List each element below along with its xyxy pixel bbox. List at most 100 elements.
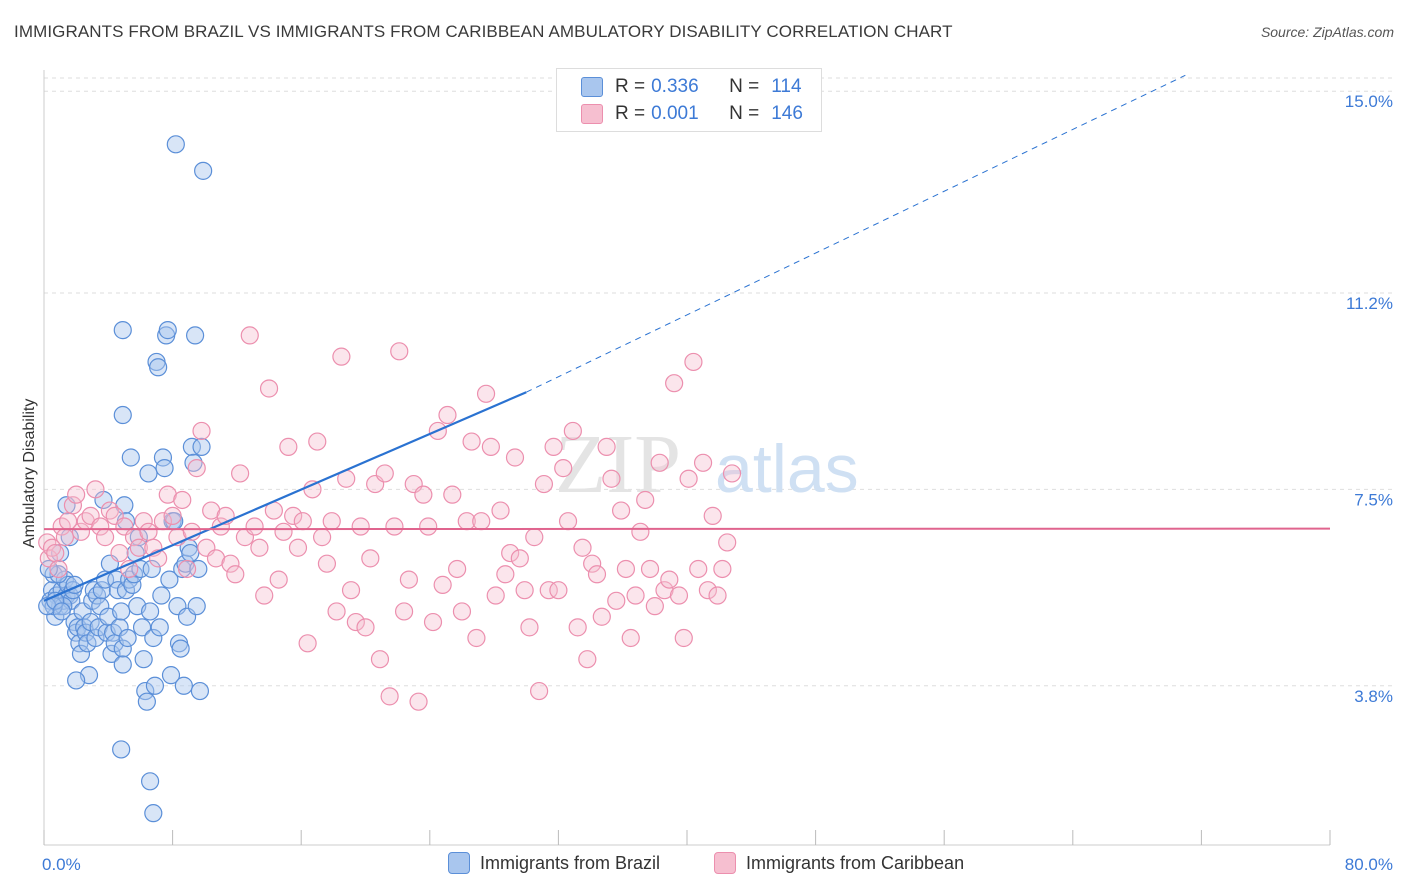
brazil-point <box>92 581 111 600</box>
caribbean-point <box>346 612 365 632</box>
caribbean-point <box>505 448 525 467</box>
caribbean-point <box>95 528 115 547</box>
caribbean-point <box>636 490 655 510</box>
caribbean-point <box>611 501 631 520</box>
caribbean-legend-swatch <box>714 852 736 874</box>
caribbean-point <box>491 501 510 520</box>
brazil-point <box>145 676 165 695</box>
caribbean-point <box>274 522 293 541</box>
brazil-point <box>137 692 156 711</box>
caribbean-point <box>443 485 462 504</box>
caribbean-point <box>592 607 611 626</box>
caribbean-point <box>100 501 120 520</box>
caribbean-point <box>674 628 693 648</box>
caribbean-point <box>530 681 549 701</box>
caribbean-point <box>539 581 558 600</box>
caribbean-point <box>63 496 83 515</box>
brazil-trend-line <box>43 391 527 602</box>
watermark-zip: ZIP <box>555 418 681 511</box>
caribbean-point <box>554 459 573 478</box>
axis-layer <box>43 70 1331 846</box>
brazil-point <box>182 437 201 456</box>
legend-box: R = 0.336 N = 114 R = 0.001 N = 146 <box>556 68 822 132</box>
brazil-point <box>181 543 200 563</box>
legend-caribbean-r: 0.001 <box>651 103 699 124</box>
y-axis-label: Ambulatory Disability <box>21 399 38 548</box>
y-tick-label: 3.8% <box>1354 687 1393 706</box>
brazil-point <box>187 597 206 616</box>
caribbean-point <box>250 538 269 557</box>
brazil-point <box>184 453 203 472</box>
caribbean-point <box>419 517 438 536</box>
caribbean-point <box>549 581 568 600</box>
caribbean-point <box>86 480 105 499</box>
caribbean-point <box>288 538 308 557</box>
caribbean-point <box>640 559 660 579</box>
brazil-legend-swatch <box>448 852 470 874</box>
brazil-point <box>113 639 132 658</box>
caribbean-point <box>583 554 602 573</box>
brazil-point <box>152 586 171 605</box>
caribbean-point <box>481 437 500 456</box>
brazil-point <box>149 358 168 377</box>
caribbean-point <box>240 326 259 345</box>
caribbean-point <box>375 464 394 483</box>
caribbean-swatch <box>581 104 603 124</box>
brazil-point <box>192 437 211 456</box>
caribbean-point <box>486 586 505 605</box>
legend-n-label: N = <box>729 76 760 97</box>
caribbean-point <box>42 538 62 557</box>
caribbean-point <box>448 559 467 579</box>
brazil-point <box>194 161 213 180</box>
caribbean-point <box>665 374 684 393</box>
legend-brazil-n: 114 <box>771 76 802 97</box>
caribbean-point <box>380 687 399 706</box>
ticks-layer: 3.8% 7.5% 11.2% 15.0% 0.0% 80.0% <box>42 92 1393 874</box>
caribbean-point <box>578 650 597 669</box>
brazil-point <box>39 559 58 579</box>
caribbean-point <box>496 565 515 584</box>
brazil-point <box>134 650 153 669</box>
brazil-point <box>142 559 161 579</box>
caribbean-point <box>433 575 452 594</box>
caribbean-point <box>221 554 240 573</box>
legend-brazil-r: 0.336 <box>651 76 699 97</box>
bottom-legend-brazil[interactable]: Immigrants from Brazil <box>448 852 660 874</box>
legend-n-label: N = <box>729 103 760 124</box>
caribbean-point <box>626 586 645 605</box>
caribbean-point <box>177 559 197 579</box>
brazil-point <box>155 459 174 478</box>
brazil-point <box>171 639 190 658</box>
brazil-point <box>166 135 185 154</box>
x-tick-label-min: 0.0% <box>42 855 81 874</box>
caribbean-point <box>563 421 582 441</box>
caribbean-point <box>55 528 74 547</box>
caribbean-point <box>351 517 370 536</box>
bottom-legend-caribbean[interactable]: Immigrants from Caribbean <box>714 852 964 874</box>
brazil-point <box>121 448 140 467</box>
y-tick-label: 7.5% <box>1354 490 1393 509</box>
caribbean-point <box>129 538 148 557</box>
brazil-point <box>113 655 132 674</box>
caribbean-point <box>245 517 264 536</box>
legend-row-brazil: R = 0.336 N = 114 <box>581 75 802 99</box>
legend-r-label: R = <box>615 76 646 97</box>
brazil-point <box>86 628 105 648</box>
y-tick-label: 11.2% <box>1346 294 1393 313</box>
caribbean-point <box>476 384 496 403</box>
caribbean-point <box>46 543 65 563</box>
caribbean-point <box>525 528 544 547</box>
caribbean-point <box>472 512 491 531</box>
caribbean-point <box>607 591 626 610</box>
brazil-point <box>140 602 160 621</box>
caribbean-point <box>110 543 129 563</box>
brazil-legend-label: Immigrants from Brazil <box>480 852 661 873</box>
caribbean-point <box>515 581 534 600</box>
brazil-point <box>52 602 71 621</box>
caribbean-point <box>679 469 698 488</box>
brazil-point <box>102 644 121 664</box>
caribbean-point <box>71 522 91 541</box>
brazil-point <box>132 618 152 637</box>
caribbean-point <box>390 342 409 361</box>
caribbean-point <box>467 628 486 648</box>
